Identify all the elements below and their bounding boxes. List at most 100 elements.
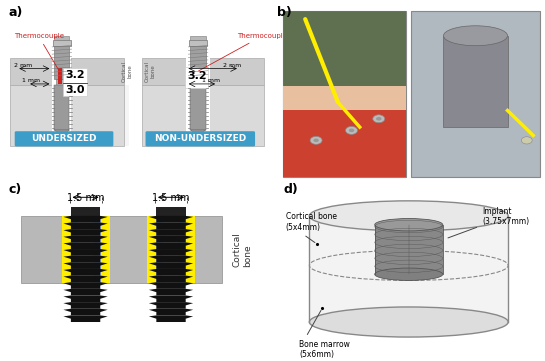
Bar (411, 11, 540, 177)
Polygon shape (63, 295, 108, 302)
Circle shape (373, 115, 385, 123)
Polygon shape (63, 316, 108, 322)
Polygon shape (149, 282, 193, 289)
Ellipse shape (310, 201, 508, 231)
Text: Thermocouple: Thermocouple (14, 33, 64, 70)
Polygon shape (149, 256, 193, 262)
Text: 1.5 mm: 1.5 mm (67, 193, 104, 203)
Polygon shape (63, 262, 108, 269)
Text: Cortical
bone: Cortical bone (232, 232, 252, 267)
Polygon shape (149, 216, 193, 222)
Polygon shape (63, 282, 108, 289)
Polygon shape (149, 243, 193, 249)
Polygon shape (63, 236, 108, 243)
Bar (71, 207, 100, 216)
Text: Implant
(3.75x7mm): Implant (3.75x7mm) (448, 207, 529, 238)
Text: Cortical
bone: Cortical bone (122, 61, 132, 82)
Text: a): a) (8, 6, 22, 19)
Polygon shape (63, 229, 108, 236)
Text: 3.0: 3.0 (65, 85, 84, 95)
Bar (63, 68, 87, 96)
Bar (93, 216, 100, 283)
Polygon shape (149, 302, 193, 309)
Circle shape (522, 137, 532, 144)
Ellipse shape (375, 268, 443, 280)
Polygon shape (149, 229, 193, 236)
Polygon shape (63, 249, 108, 256)
Text: NON-UNDERSIZED: NON-UNDERSIZED (154, 134, 246, 143)
Bar (54, 46, 70, 79)
Polygon shape (63, 275, 108, 282)
Bar (142, 58, 264, 146)
Polygon shape (63, 216, 108, 222)
Polygon shape (54, 130, 70, 135)
Text: Cortical bone
(5x4mm): Cortical bone (5x4mm) (286, 212, 337, 243)
Bar (185, 67, 208, 88)
Ellipse shape (375, 218, 443, 231)
Circle shape (376, 117, 381, 121)
Text: 1.5 mm: 1.5 mm (152, 193, 190, 203)
Polygon shape (149, 222, 193, 229)
Text: c): c) (8, 183, 21, 196)
Bar (71, 216, 78, 283)
Polygon shape (149, 269, 193, 275)
Bar (186, 58, 210, 146)
Text: Thermocouple: Thermocouple (198, 33, 287, 71)
Bar (283, 11, 406, 177)
Circle shape (313, 139, 319, 142)
Bar (100, 216, 110, 283)
Polygon shape (149, 262, 193, 269)
Bar (444, 36, 507, 127)
Polygon shape (63, 309, 108, 316)
Polygon shape (63, 289, 108, 295)
Bar (62, 216, 71, 283)
Text: 3.2: 3.2 (187, 71, 207, 81)
FancyBboxPatch shape (15, 131, 113, 147)
Bar (191, 46, 206, 79)
Bar (283, 110, 406, 177)
Ellipse shape (310, 307, 508, 337)
Bar (10, 85, 130, 146)
FancyBboxPatch shape (146, 131, 255, 147)
Bar (21, 216, 222, 283)
Circle shape (310, 136, 322, 144)
Text: 2 mm: 2 mm (223, 63, 241, 68)
Bar (186, 216, 195, 283)
Bar (190, 40, 207, 46)
Ellipse shape (444, 26, 507, 46)
Bar (58, 68, 62, 84)
Bar (192, 79, 204, 85)
Polygon shape (149, 249, 193, 256)
Bar (53, 40, 70, 46)
Bar (191, 85, 206, 130)
Polygon shape (149, 316, 193, 322)
Bar (10, 58, 124, 85)
Bar (142, 85, 264, 146)
Bar (10, 85, 124, 146)
Text: 1 mm: 1 mm (22, 78, 40, 83)
Bar (283, 11, 406, 86)
Text: Cortical
bone: Cortical bone (144, 61, 155, 82)
Polygon shape (63, 243, 108, 249)
Bar (142, 58, 264, 85)
Text: Bone marrow
(5x6mm): Bone marrow (5x6mm) (299, 310, 350, 359)
Polygon shape (149, 309, 193, 316)
Bar (156, 216, 163, 283)
Circle shape (349, 129, 354, 132)
Polygon shape (63, 256, 108, 262)
Bar (195, 68, 198, 84)
Bar (56, 79, 68, 85)
Text: 2 mm: 2 mm (14, 63, 32, 68)
Polygon shape (63, 269, 108, 275)
Polygon shape (149, 289, 193, 295)
Bar (156, 207, 186, 216)
Text: UNDERSIZED: UNDERSIZED (31, 134, 97, 143)
Text: d): d) (283, 183, 298, 196)
Polygon shape (149, 295, 193, 302)
Polygon shape (63, 222, 108, 229)
Polygon shape (191, 130, 206, 135)
Text: 3.2: 3.2 (65, 70, 85, 80)
Text: b): b) (276, 6, 292, 19)
Bar (54, 36, 70, 40)
Polygon shape (149, 236, 193, 243)
